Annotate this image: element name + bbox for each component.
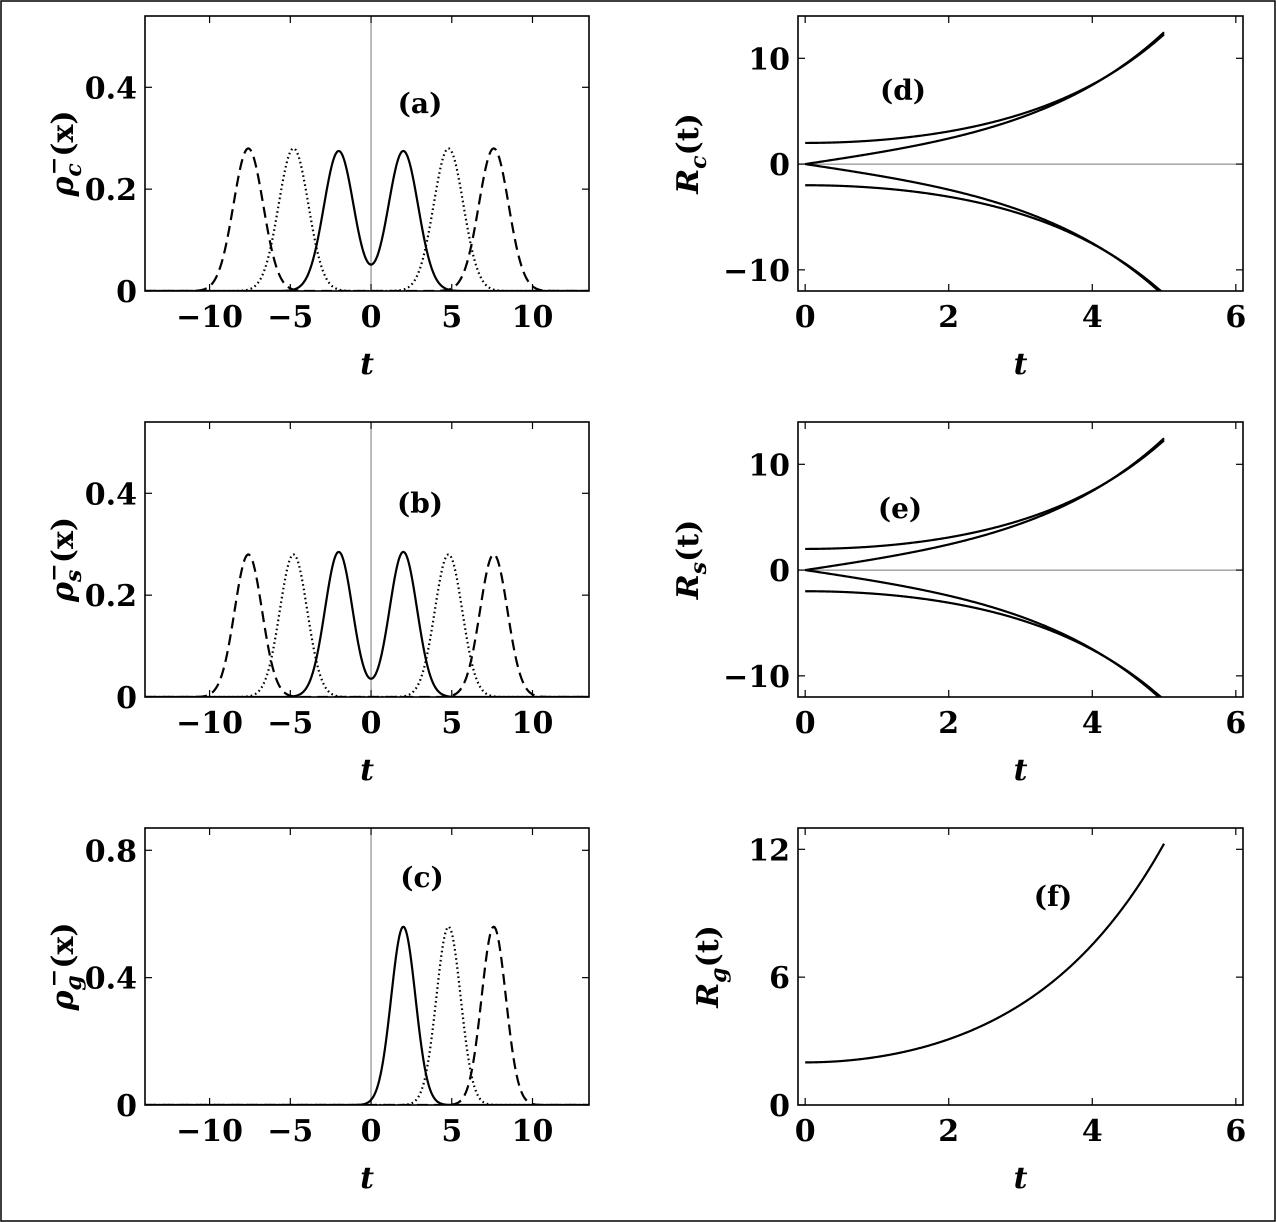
series-line-dashed xyxy=(145,147,589,291)
series-line-solid xyxy=(804,843,1166,1064)
x-axis-label: t xyxy=(360,753,374,788)
x-tick-label: 0 xyxy=(361,1114,382,1149)
y-axis-label: ρs−(x) xyxy=(41,517,87,603)
x-tick-label: 10 xyxy=(512,1114,554,1149)
x-axis-label: t xyxy=(1014,1161,1028,1196)
y-tick-label: 0 xyxy=(116,1089,137,1124)
y-tick-label: 0.4 xyxy=(85,477,137,512)
x-tick-label: 0 xyxy=(795,300,816,335)
plot-frame xyxy=(144,421,590,698)
x-tick-label: 5 xyxy=(441,1114,462,1149)
series-line-solid xyxy=(804,568,1161,697)
x-tick-label: 10 xyxy=(512,706,554,741)
x-tick-label: 5 xyxy=(441,706,462,741)
x-tick-label: −5 xyxy=(267,1114,313,1149)
x-tick-label: 4 xyxy=(1082,706,1103,741)
x-tick-label: −10 xyxy=(176,706,243,741)
panel-label: (e) xyxy=(878,492,922,525)
series-line-solid xyxy=(804,31,1165,166)
y-tick-label: 0.2 xyxy=(85,579,137,614)
x-axis-label: t xyxy=(1014,347,1028,382)
y-tick-label: 0.8 xyxy=(85,834,137,869)
series-line-dashed xyxy=(145,925,589,1105)
x-tick-label: 4 xyxy=(1082,300,1103,335)
y-tick-label: 0 xyxy=(769,1089,790,1124)
y-axis-label: ρg−(x) xyxy=(41,922,87,1011)
x-tick-label: 0 xyxy=(795,1114,816,1149)
x-tick-label: 0 xyxy=(361,706,382,741)
plot-frame xyxy=(797,421,1244,698)
y-tick-label: 10 xyxy=(748,448,790,483)
x-axis-label: t xyxy=(1014,753,1028,788)
x-tick-label: 10 xyxy=(512,300,554,335)
y-tick-label: 0.2 xyxy=(85,173,137,208)
series-line-solid xyxy=(145,149,589,291)
y-axis-label: Rc(t) xyxy=(671,113,712,195)
panel-a: −10 −5 0 5 10 0 0.2 0.4 t ρc−(x) (a) xyxy=(41,15,590,382)
x-tick-label: 4 xyxy=(1082,1114,1103,1149)
x-tick-label: −10 xyxy=(176,1114,243,1149)
x-tick-label: −10 xyxy=(176,300,243,335)
y-tick-label: −10 xyxy=(723,660,790,695)
series-line-solid xyxy=(804,162,1161,291)
plot-frame xyxy=(797,827,1244,1106)
y-tick-label: 10 xyxy=(748,42,790,77)
panel-label: (a) xyxy=(398,87,443,120)
x-tick-label: 0 xyxy=(361,300,382,335)
x-tick-label: 2 xyxy=(938,1114,959,1149)
y-tick-label: 6 xyxy=(769,961,790,996)
x-tick-label: 6 xyxy=(1225,706,1246,741)
x-tick-label: −5 xyxy=(267,706,313,741)
panel-b: −10 −5 0 5 10 0 0.2 0.4 t ρs−(x) (b) xyxy=(41,421,590,788)
plot-frame xyxy=(797,15,1244,292)
plot-frame xyxy=(144,827,590,1106)
panel-label: (c) xyxy=(400,861,444,894)
y-axis-label: Rs(t) xyxy=(671,520,712,601)
plot-frame xyxy=(144,15,590,292)
y-tick-label: 12 xyxy=(748,833,790,868)
x-tick-label: 2 xyxy=(938,300,959,335)
x-tick-label: 6 xyxy=(1225,300,1246,335)
y-tick-label: 0 xyxy=(116,275,137,310)
y-tick-label: 0.4 xyxy=(85,71,137,106)
y-axis-label: ρc−(x) xyxy=(41,110,87,197)
y-tick-label: 0 xyxy=(116,681,137,716)
x-tick-label: 5 xyxy=(441,300,462,335)
panel-label: (f) xyxy=(1034,880,1073,913)
y-tick-label: 0.4 xyxy=(85,962,137,997)
panel-label: (b) xyxy=(397,487,443,520)
y-tick-label: −10 xyxy=(723,254,790,289)
x-tick-label: 6 xyxy=(1225,1114,1246,1149)
series-line-solid xyxy=(145,925,589,1105)
panel-f: 0 2 4 6 0 6 12 t Rg(t) (f) xyxy=(691,827,1246,1196)
x-axis-label: t xyxy=(360,1161,374,1196)
y-tick-label: 0 xyxy=(769,554,790,589)
panel-c: −10 −5 0 5 10 0 0.4 0.8 t ρg−(x) (c) xyxy=(41,827,590,1196)
series-line-solid xyxy=(145,550,589,697)
panel-label: (d) xyxy=(880,74,926,107)
x-tick-label: 2 xyxy=(938,706,959,741)
x-axis-label: t xyxy=(360,347,374,382)
y-tick-label: 0 xyxy=(769,148,790,183)
x-tick-label: 0 xyxy=(795,706,816,741)
series-line-solid xyxy=(804,437,1165,572)
x-tick-label: −5 xyxy=(267,300,313,335)
y-axis-label: Rg(t) xyxy=(691,925,732,1009)
